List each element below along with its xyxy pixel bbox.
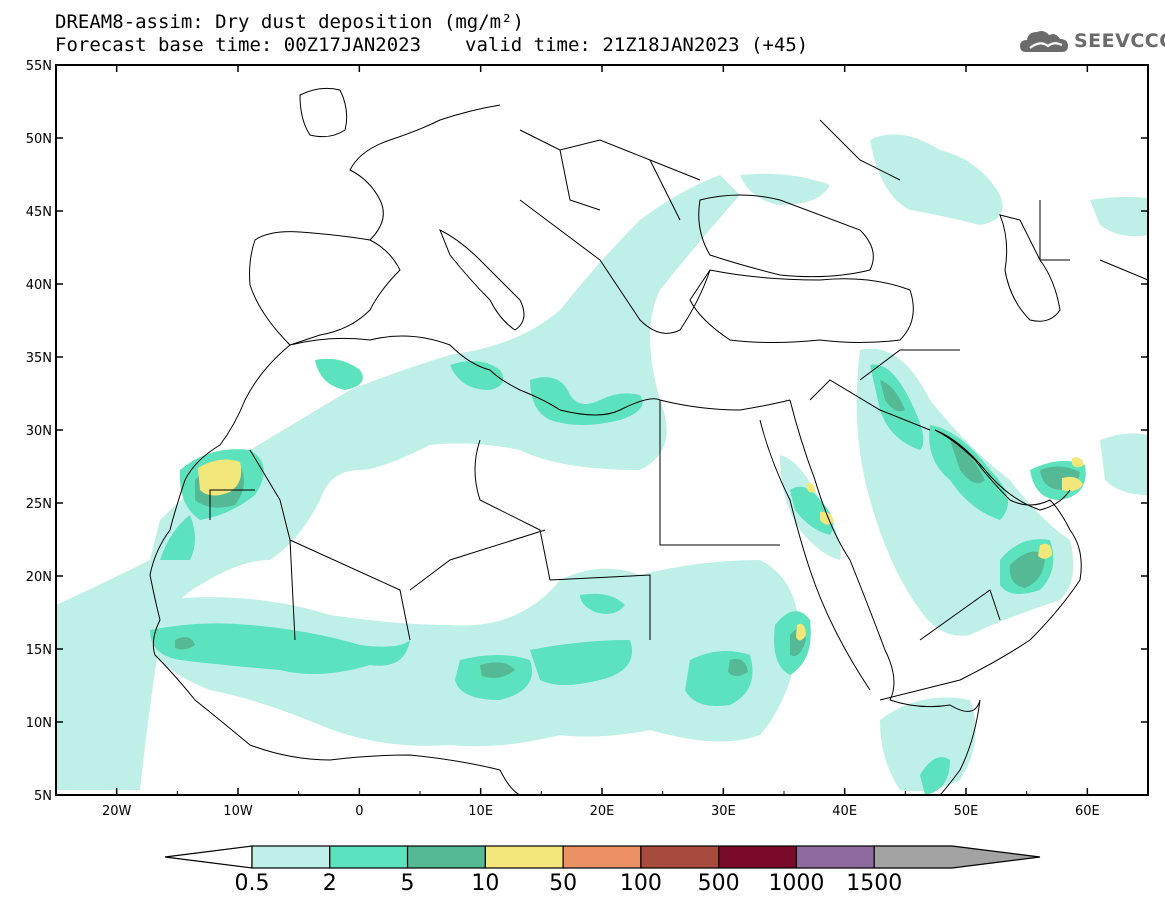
colorbar-swatch [484,845,564,869]
lon-label: 30E [711,804,736,819]
lat-label: 20N [26,570,52,585]
latitude-axis: 55N 50N 45N 40N 35N 30N 25N 20N 15N 10N 5N [26,59,1148,804]
coastlines-and-borders [149,87,1148,795]
lon-label: 10W [223,804,253,819]
lon-label: 20W [102,804,132,819]
colorbar-swatch [718,845,798,869]
colorbar-label: 2 [323,871,337,896]
colorbar-label: 0.5 [235,871,270,896]
lat-label: 45N [26,205,52,220]
colorbar-label: 5 [401,871,415,896]
dust-fields [56,134,1148,795]
lat-label: 10N [26,716,52,731]
seevccc-logo: SEEVCCC [1018,26,1165,58]
lon-label: 50E [954,804,979,819]
colorbar-label: 10 [471,871,499,896]
logo-text: SEEVCCC [1074,30,1165,52]
lon-label: 60E [1075,804,1100,819]
colorbar-label: 100 [620,871,662,896]
lon-label: 10E [468,804,493,819]
lat-label: 50N [26,132,52,147]
colorbar-swatch [406,845,486,869]
colorbar-label: 50 [549,871,577,896]
map-subtitle: Forecast base time: 00Z17JAN2023 valid ti… [55,34,808,56]
colorbar-label: 1500 [846,871,902,896]
lon-label: 20E [590,804,615,819]
lat-label: 15N [26,643,52,658]
lat-label: 40N [26,278,52,293]
lon-label: 40E [832,804,857,819]
color-legend: 0.5 2 5 10 50 100 500 1000 1500 [164,845,1041,896]
base-time: Forecast base time: 00Z17JAN2023 [55,34,422,56]
colorbar-swatch-last [873,845,1041,869]
cloud-icon [1020,31,1068,52]
colorbar-label: 500 [698,871,740,896]
colorbar-swatch [640,845,720,869]
lat-label: 35N [26,351,52,366]
colorbar-label: 1000 [768,871,824,896]
lat-label: 25N [26,497,52,512]
map-title: DREAM8-assim: Dry dust deposition (mg/m²… [55,11,524,33]
longitude-axis: 20W 10W 0 10E 20E 30E 40E 50E 60E [55,65,1149,819]
colorbar-swatch [562,845,642,869]
colorbar-swatch [329,845,409,869]
colorbar-left-arrow [164,845,253,869]
colorbar-swatch [251,845,331,869]
valid-time: valid time: 21Z18JAN2023 (+45) [465,34,809,56]
lat-label: 5N [34,789,52,804]
lon-label: 0 [355,804,363,819]
colorbar-swatch [795,845,875,869]
lat-label: 55N [26,59,52,74]
lat-label: 30N [26,424,52,439]
